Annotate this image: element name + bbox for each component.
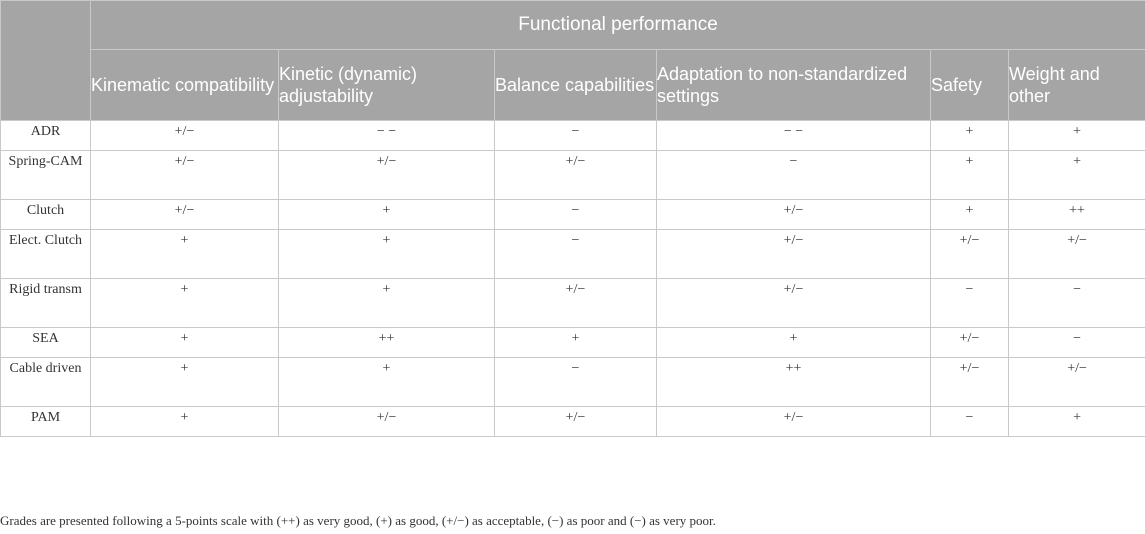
grade-cell: + [278, 229, 495, 279]
row-label: Rigid transm [0, 278, 91, 328]
grade-cell: − [930, 406, 1009, 437]
grade-cell: +/− [90, 150, 279, 200]
grade-cell: − [494, 199, 657, 230]
column-header: Adaptation to non-standardized settings [656, 49, 931, 121]
grade-cell: − [1007, 278, 1145, 328]
grade-cell: − [656, 150, 931, 200]
grade-cell: +/− [494, 150, 657, 200]
grade-cell: ++ [278, 327, 495, 358]
table-footnote: Grades are presented following a 5-point… [0, 513, 716, 528]
table-row: ADR +/− − − − − − + + [0, 120, 1145, 151]
grade-cell: + [656, 327, 931, 358]
grade-cell: +/− [494, 406, 657, 437]
group-header-row: Functional performance [0, 0, 1145, 121]
table-row: Rigid transm + + +/− +/− − − [0, 278, 1145, 328]
table-row: Cable driven + + − ++ +/− +/− [0, 357, 1145, 407]
corner-cell [0, 0, 91, 121]
table-row: Elect. Clutch + + − +/− +/− +/− [0, 229, 1145, 279]
grade-cell: +/− [656, 406, 931, 437]
grade-cell: + [1007, 150, 1145, 200]
column-header: Kinetic (dynamic) adjustability [278, 49, 495, 121]
grade-cell: + [1007, 406, 1145, 437]
row-label: Clutch [0, 199, 91, 230]
grade-cell: +/− [90, 120, 279, 151]
grade-cell: + [90, 327, 279, 358]
grade-cell: − [494, 357, 657, 407]
row-label: Spring-CAM [0, 150, 91, 200]
table-row: SEA + ++ + + +/− − [0, 327, 1145, 358]
grade-cell: − − [656, 120, 931, 151]
grade-cell: +/− [278, 406, 495, 437]
grade-cell: +/− [930, 357, 1009, 407]
column-header: Kinematic compatibility [90, 49, 279, 121]
row-label: Elect. Clutch [0, 229, 91, 279]
grade-cell: + [1007, 120, 1145, 151]
grade-cell: +/− [278, 150, 495, 200]
table-row: Spring-CAM +/− +/− +/− − + + [0, 150, 1145, 200]
grade-cell: + [278, 278, 495, 328]
grade-cell: + [494, 327, 657, 358]
group-header: Functional performance [89, 0, 1145, 50]
grade-cell: + [930, 199, 1009, 230]
row-label: ADR [0, 120, 91, 151]
grade-cell: + [90, 406, 279, 437]
grade-cell: +/− [1007, 229, 1145, 279]
column-header: Weight and other [1007, 49, 1145, 121]
grades-table: Functional performance Kinematic compati… [0, 0, 1145, 437]
grade-cell: +/− [656, 278, 931, 328]
grade-cell: + [90, 357, 279, 407]
grade-cell: − [494, 229, 657, 279]
grade-cell: − [494, 120, 657, 151]
row-label: PAM [0, 406, 91, 437]
grade-cell: +/− [494, 278, 657, 328]
column-header-row: Kinematic compatibility Kinetic (dynamic… [1, 49, 1145, 121]
grade-cell: ++ [1007, 199, 1145, 230]
grade-cell: + [278, 357, 495, 407]
table-body: ADR +/− − − − − − + + Spring-CAM +/− +/−… [0, 120, 1145, 437]
grade-cell: − [930, 278, 1009, 328]
grade-cell: + [90, 278, 279, 328]
grade-cell: − [1007, 327, 1145, 358]
grade-cell: + [90, 229, 279, 279]
grade-cell: + [930, 150, 1009, 200]
column-header: Balance capabilities [494, 49, 657, 121]
grade-cell: +/− [656, 199, 931, 230]
grade-cell: + [930, 120, 1009, 151]
grade-cell: +/− [90, 199, 279, 230]
grade-cell: + [278, 199, 495, 230]
grade-cell: +/− [1007, 357, 1145, 407]
table-row: PAM + +/− +/− +/− − + [0, 406, 1145, 437]
grade-cell: ++ [656, 357, 931, 407]
column-header: Safety [930, 49, 1009, 121]
grade-cell: +/− [930, 327, 1009, 358]
table-row: Clutch +/− + − +/− + ++ [0, 199, 1145, 230]
grade-cell: +/− [656, 229, 931, 279]
grade-cell: − − [278, 120, 495, 151]
grade-cell: +/− [930, 229, 1009, 279]
row-label: SEA [0, 327, 91, 358]
table-header: Functional performance Kinematic compati… [0, 0, 1145, 121]
row-label: Cable driven [0, 357, 91, 407]
